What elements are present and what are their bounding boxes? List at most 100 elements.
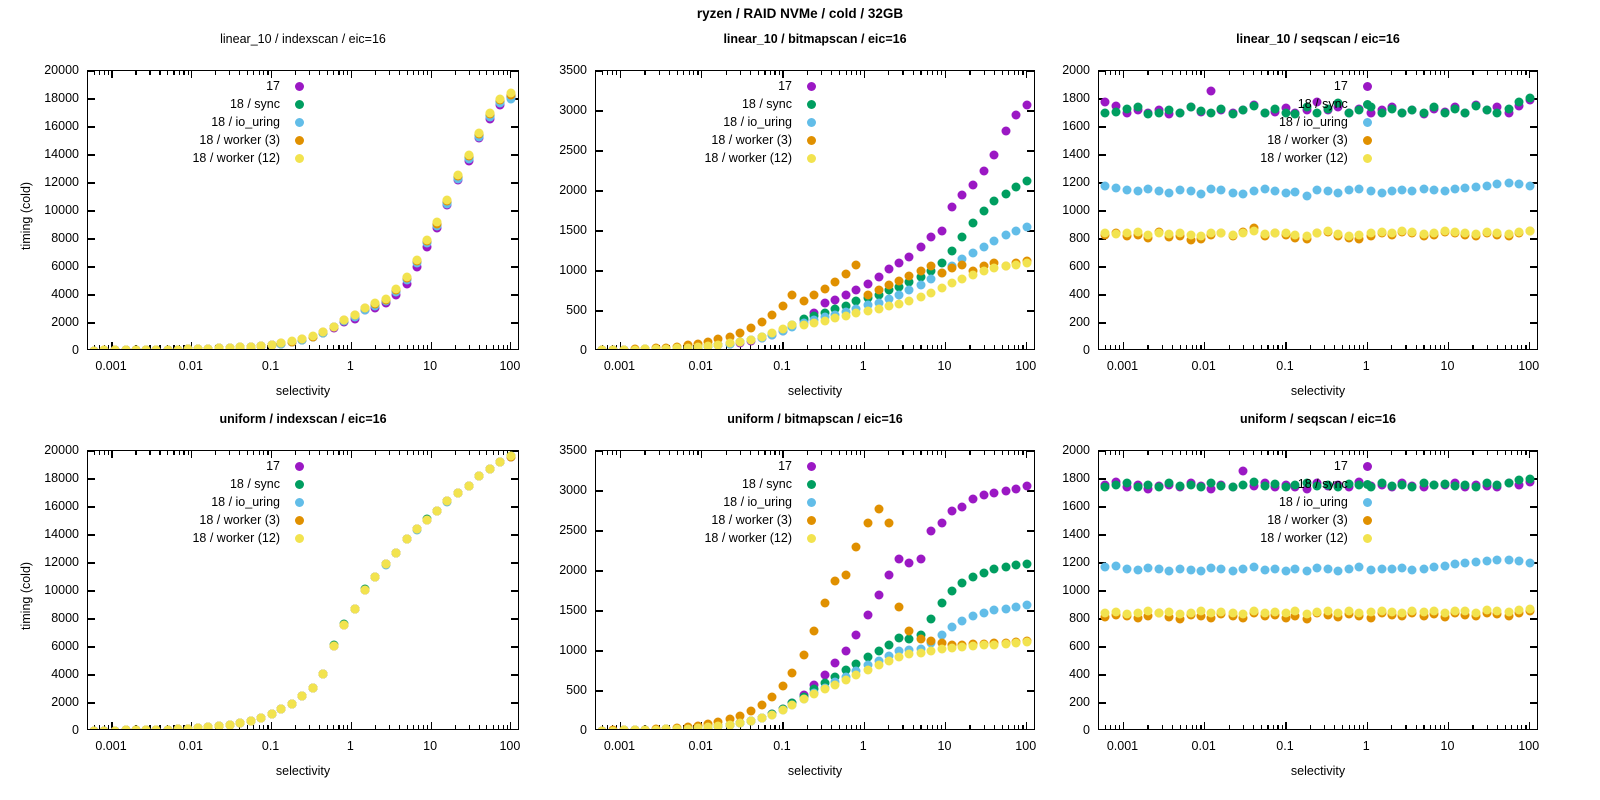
y-tick-right — [511, 322, 518, 324]
legend-item-18-io-uring[interactable]: 18 / io_uring — [1109, 113, 1382, 131]
legend-item-18-io-uring[interactable]: 18 / io_uring — [606, 113, 826, 131]
legend-item-17[interactable]: 17 — [606, 77, 826, 95]
legend-item-18-io-uring[interactable]: 18 / io_uring — [98, 493, 314, 511]
legend-item-17[interactable]: 17 — [98, 77, 314, 95]
legend-item-18-worker-12-[interactable]: 18 / worker (12) — [98, 529, 314, 547]
x-minor-tick-top — [1525, 451, 1527, 455]
legend-item-18-worker-12-[interactable]: 18 / worker (12) — [606, 149, 826, 167]
x-minor-tick-top — [1191, 451, 1193, 455]
legend-item-17[interactable]: 17 — [606, 457, 826, 475]
legend-item-17[interactable]: 17 — [1109, 457, 1382, 475]
data-point — [256, 341, 266, 349]
x-minor-tick — [1277, 345, 1279, 349]
x-tick-label: 0.01 — [178, 359, 203, 373]
subplot-title: uniform / indexscan / eic=16 — [219, 412, 387, 426]
x-minor-tick — [821, 725, 823, 729]
x-minor-tick — [1260, 345, 1263, 349]
x-minor-tick-top — [1324, 71, 1326, 75]
y-tick-label: 0 — [580, 723, 587, 737]
x-minor-tick-top — [1171, 71, 1173, 75]
data-point — [1100, 97, 1110, 107]
data-point — [1122, 185, 1132, 195]
data-point — [863, 665, 873, 675]
legend-item-18-worker-12-[interactable]: 18 / worker (12) — [606, 529, 826, 547]
x-minor-tick-top — [859, 451, 862, 455]
x-minor-tick — [1267, 345, 1269, 349]
legend-item-18-sync[interactable]: 18 / sync — [98, 475, 314, 493]
y-tick-label: 1200 — [1062, 175, 1090, 189]
x-minor-tick — [806, 345, 809, 349]
x-minor-tick — [993, 345, 995, 349]
x-minor-tick-top — [1415, 71, 1417, 75]
x-tick — [111, 342, 113, 349]
legend-item-18-worker-3-[interactable]: 18 / worker (3) — [98, 131, 314, 149]
x-minor-tick-top — [1114, 451, 1117, 455]
x-tick-top — [782, 451, 784, 458]
x-minor-tick-top — [888, 451, 890, 455]
x-tick — [1366, 722, 1368, 729]
x-tick-top — [1204, 71, 1206, 78]
x-minor-tick-top — [1358, 451, 1360, 455]
data-point — [1397, 226, 1407, 236]
data-point — [841, 301, 851, 311]
x-minor-tick-top — [778, 451, 780, 455]
legend-item-18-sync[interactable]: 18 / sync — [1109, 475, 1382, 493]
legend-item-18-worker-12-[interactable]: 18 / worker (12) — [1109, 529, 1382, 547]
data-point — [1011, 560, 1021, 570]
legend: 17 18 / sync 18 / io_uring 18 / worker (3) 1… — [98, 77, 314, 167]
y-tick-label: 0 — [1083, 723, 1090, 737]
x-minor-tick-top — [1486, 451, 1488, 455]
data-point — [381, 559, 391, 569]
legend-item-18-worker-3-[interactable]: 18 / worker (3) — [1109, 131, 1382, 149]
legend-item-18-worker-3-[interactable]: 18 / worker (3) — [98, 511, 314, 529]
x-minor-tick-top — [1362, 451, 1365, 455]
data-point — [1270, 104, 1280, 114]
legend-label: 17 — [266, 79, 280, 93]
legend-item-18-sync[interactable]: 18 / sync — [606, 95, 826, 113]
x-minor-tick — [347, 345, 349, 349]
legend-item-18-sync[interactable]: 18 / sync — [606, 475, 826, 493]
legend-item-17[interactable]: 17 — [1109, 77, 1382, 95]
data-point — [979, 490, 989, 500]
chart-panel-linear10-bitmapscan: linear_10 / bitmapscan / eic=16 17 18 / sy… — [515, 32, 1065, 412]
y-tick-right — [511, 478, 518, 480]
y-tick-label: 400 — [1069, 667, 1090, 681]
x-minor-tick-top — [338, 451, 340, 455]
legend-item-18-io-uring[interactable]: 18 / io_uring — [1109, 493, 1382, 511]
data-point — [1344, 108, 1354, 118]
x-minor-tick — [839, 345, 841, 349]
x-minor-tick-top — [99, 71, 101, 75]
x-minor-tick-top — [697, 71, 699, 75]
legend-item-18-sync[interactable]: 18 / sync — [98, 95, 314, 113]
x-minor-tick — [1179, 345, 1181, 349]
x-minor-tick-top — [229, 71, 231, 75]
legend-item-18-worker-3-[interactable]: 18 / worker (3) — [1109, 511, 1382, 529]
legend-item-18-io-uring[interactable]: 18 / io_uring — [98, 113, 314, 131]
legend-item-18-worker-12-[interactable]: 18 / worker (12) — [1109, 149, 1382, 167]
y-tick — [88, 266, 95, 268]
x-minor-tick-top — [601, 451, 604, 455]
x-minor-tick — [1504, 345, 1506, 349]
x-minor-tick-top — [1104, 71, 1107, 75]
data-point — [851, 659, 861, 669]
legend-item-18-sync[interactable]: 18 / sync — [1109, 95, 1382, 113]
legend-item-18-io-uring[interactable]: 18 / io_uring — [606, 493, 826, 511]
x-minor-tick — [1486, 725, 1488, 729]
plot-area: 17 18 / sync 18 / io_uring 18 / worker (3) 1… — [595, 450, 1035, 730]
legend-item-18-worker-3-[interactable]: 18 / worker (3) — [606, 511, 826, 529]
legend-item-17[interactable]: 17 — [98, 457, 314, 475]
x-minor-tick-top — [99, 451, 101, 455]
x-tick-label: 0.001 — [1106, 739, 1139, 753]
x-minor-tick — [99, 725, 101, 729]
legend-item-18-worker-3-[interactable]: 18 / worker (3) — [606, 131, 826, 149]
data-point — [874, 304, 884, 314]
x-minor-tick — [333, 725, 335, 729]
legend-item-18-worker-12-[interactable]: 18 / worker (12) — [98, 149, 314, 167]
x-minor-tick — [859, 725, 862, 729]
x-minor-tick — [1253, 725, 1255, 729]
data-point — [1281, 228, 1291, 238]
x-minor-tick-top — [697, 451, 699, 455]
data-point — [1397, 563, 1407, 573]
x-minor-tick-top — [757, 71, 760, 75]
data-point — [1154, 482, 1163, 492]
